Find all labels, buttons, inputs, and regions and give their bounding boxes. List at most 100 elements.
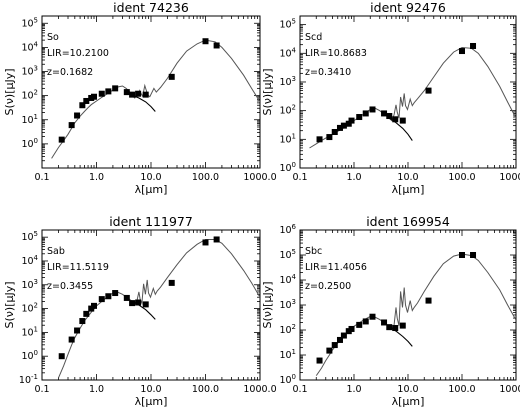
redshift-label: z=0.3410 — [305, 67, 351, 78]
template-label: Sab — [47, 246, 65, 257]
y-tick-label: 105 — [21, 16, 38, 29]
observed-point — [316, 357, 323, 364]
observed-point — [79, 102, 86, 109]
observed-point — [345, 120, 352, 127]
observed-point — [123, 294, 130, 301]
x-tick-label: 100.0 — [192, 384, 219, 395]
observed-point — [392, 325, 399, 332]
x-tick-label: 0.1 — [292, 172, 307, 183]
observed-point — [83, 310, 90, 317]
observed-point — [399, 117, 406, 124]
redshift-label: z=0.1682 — [47, 67, 93, 78]
x-tick-label: 100.0 — [448, 384, 475, 395]
observed-point — [392, 116, 399, 123]
observed-point — [91, 93, 98, 100]
observed-point — [316, 136, 323, 143]
observed-point — [74, 327, 81, 334]
y-tick-label: 104 — [279, 46, 296, 59]
observed-point — [425, 87, 432, 94]
observed-point — [98, 90, 105, 97]
y-axis-label: S(ν)[μJy] — [3, 281, 16, 328]
x-tick-label: 1000.0 — [499, 384, 520, 395]
y-tick-label: 100 — [279, 161, 296, 174]
sed-panel: ident 92476 0.1 1.0 10.0 100.0 1000.0 100 101 10… — [261, 0, 520, 196]
observed-point — [399, 322, 406, 329]
observed-point — [331, 342, 338, 349]
observed-point — [68, 122, 75, 129]
observed-point — [348, 325, 355, 332]
x-tick-label: 1.0 — [346, 172, 361, 183]
observed-point — [68, 336, 75, 343]
observed-point — [112, 85, 119, 92]
panel-title: ident 169954 — [366, 214, 450, 229]
observed-point — [425, 297, 432, 304]
observed-point — [386, 324, 393, 331]
y-tick-label: 101 — [279, 348, 296, 361]
y-tick-label: 103 — [279, 75, 296, 88]
observed-point — [356, 114, 363, 121]
y-axis-label: S(ν)[μJy] — [3, 68, 16, 115]
x-axis-label: λ[μm] — [135, 183, 168, 196]
x-tick-label: 1000.0 — [243, 172, 276, 183]
y-tick-label: 100 — [21, 137, 38, 150]
y-tick-label: 102 — [279, 104, 296, 117]
observed-point — [336, 124, 343, 131]
y-tick-label: 104 — [21, 254, 38, 267]
observed-point — [91, 302, 98, 309]
y-tick-label: 104 — [279, 273, 296, 286]
observed-point — [135, 299, 142, 306]
y-tick-label: 101 — [21, 113, 38, 126]
observed-point — [336, 336, 343, 343]
observed-point — [74, 112, 81, 119]
observed-point — [105, 293, 112, 300]
lir-label: LIR=10.8683 — [305, 48, 367, 59]
observed-point — [340, 332, 347, 339]
observed-point — [142, 301, 149, 308]
x-axis-label: λ[μm] — [135, 395, 168, 408]
observed-point — [129, 300, 136, 307]
observed-point — [58, 136, 65, 143]
redshift-label: z=0.3455 — [47, 281, 93, 292]
plot-frame — [41, 229, 261, 381]
x-tick-label: 10.0 — [397, 384, 418, 395]
x-tick-label: 1.0 — [89, 384, 104, 395]
y-tick-label: 103 — [21, 278, 38, 291]
y-tick-label: 105 — [279, 18, 296, 31]
sed-panel: ident 74236 0.1 1.0 10.0 100.0 1000.0 100 101 10… — [3, 0, 277, 196]
lir-label: LIR=11.5119 — [47, 262, 109, 273]
stellar-component-line — [131, 94, 156, 112]
observed-point — [123, 89, 130, 96]
observed-point — [362, 110, 369, 117]
y-tick-label: 100 — [279, 373, 296, 386]
panel-title: ident 92476 — [370, 0, 446, 15]
x-tick-label: 10.0 — [140, 172, 161, 183]
lir-label: LIR=11.4056 — [305, 262, 367, 273]
observed-point — [331, 129, 338, 136]
x-axis-label: λ[μm] — [392, 183, 425, 196]
observed-point — [386, 113, 393, 120]
x-tick-label: 0.1 — [292, 384, 307, 395]
y-axis-label: S(ν)[μJy] — [261, 68, 274, 115]
template-label: So — [47, 32, 59, 43]
observed-point — [369, 313, 376, 320]
observed-point — [213, 236, 220, 243]
lir-label: LIR=10.2100 — [47, 48, 109, 59]
x-tick-label: 1.0 — [89, 172, 104, 183]
observed-point — [459, 252, 465, 258]
observed-point — [202, 38, 209, 45]
observed-point — [362, 318, 369, 325]
y-tick-label: 106 — [279, 223, 296, 236]
y-tick-label: 104 — [21, 40, 38, 53]
observed-point — [348, 117, 355, 124]
y-tick-label: 100 — [21, 349, 38, 362]
x-tick-label: 1.0 — [346, 384, 361, 395]
observed-point — [142, 91, 149, 98]
observed-point — [356, 321, 363, 328]
observed-point — [83, 97, 90, 104]
x-tick-label: 0.1 — [34, 172, 49, 183]
plot-frame — [299, 229, 517, 381]
y-tick-label: 101 — [21, 325, 38, 338]
observed-point — [470, 42, 477, 49]
observed-point — [381, 110, 388, 117]
